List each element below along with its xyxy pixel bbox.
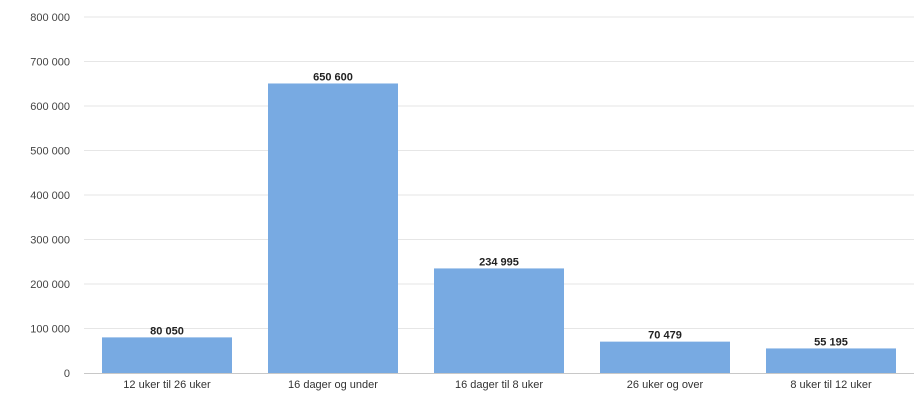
x-tick-label: 16 dager og under [288,379,378,391]
y-axis-ticks: 0 100 000 200 000 300 000 400 000 500 000 600 … [30,12,70,380]
x-tick-label: 8 uker til 12 uker [790,379,872,391]
y-tick-label: 200 000 [30,279,70,291]
bars [102,83,896,373]
gridlines [84,16,914,329]
x-axis-ticks: 12 uker til 26 uker 16 dager og under 16 d… [123,379,872,391]
y-tick-label: 800 000 [30,12,70,24]
data-label: 80 050 [150,325,184,337]
bar [434,268,564,373]
data-label: 650 600 [313,71,353,83]
y-tick-label: 400 000 [30,190,70,202]
y-tick-label: 300 000 [30,235,70,247]
bar [102,337,232,373]
y-tick-label: 500 000 [30,146,70,158]
x-tick-label: 12 uker til 26 uker [123,379,211,391]
data-labels: 80 050 650 600 234 995 70 479 55 195 [150,71,848,348]
data-label: 70 479 [648,330,682,342]
x-tick-label: 26 uker og over [627,379,704,391]
y-tick-label: 600 000 [30,101,70,113]
data-label: 234 995 [479,256,519,268]
bar [268,83,398,373]
y-tick-label: 0 [64,368,70,380]
bar [600,341,730,373]
x-tick-label: 16 dager til 8 uker [455,379,543,391]
y-tick-label: 700 000 [30,57,70,69]
data-label: 55 195 [814,336,848,348]
bar [766,348,896,373]
y-tick-label: 100 000 [30,324,70,336]
